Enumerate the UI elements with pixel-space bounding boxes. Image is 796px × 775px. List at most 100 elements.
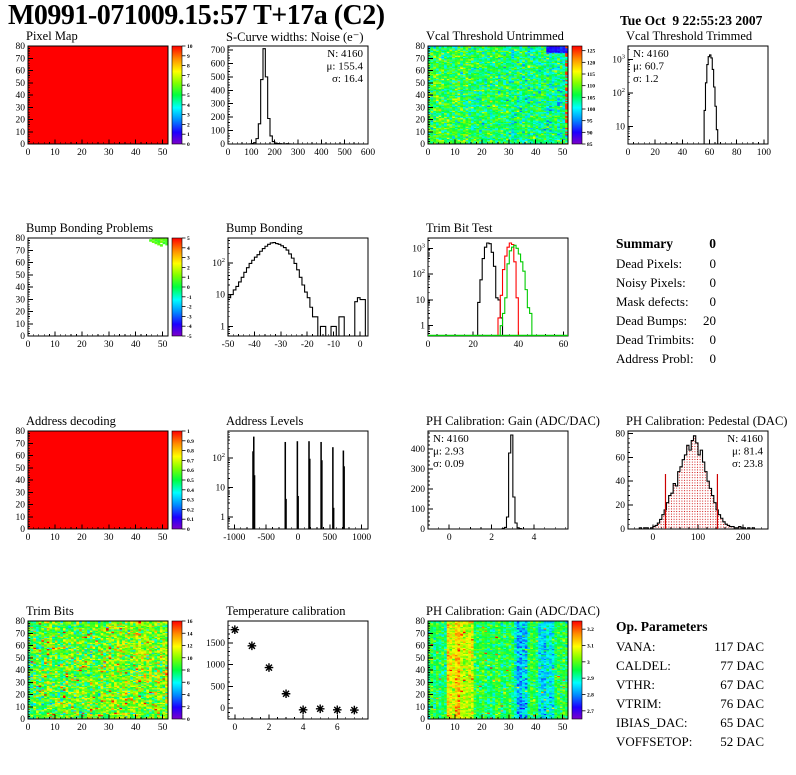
- plot-cell-ph-gain-map: PH Calibration: Gain (ADC/DAC) 0 10 20 30 40…: [400, 604, 600, 775]
- svg-text:70: 70: [416, 629, 426, 639]
- svg-text:103: 103: [412, 242, 425, 254]
- svg-text:103: 103: [612, 53, 625, 65]
- svg-text:10: 10: [616, 122, 626, 132]
- svg-text:85: 85: [587, 142, 593, 148]
- svg-text:-1000: -1000: [223, 533, 245, 543]
- svg-text:0: 0: [426, 723, 431, 733]
- summary-heading-value: 0: [709, 236, 716, 251]
- plot-title: Trim Bit Test: [426, 221, 493, 235]
- svg-text:2: 2: [187, 705, 190, 711]
- svg-text:-40: -40: [248, 340, 261, 350]
- svg-text:60: 60: [16, 67, 26, 77]
- svg-text:8: 8: [187, 64, 190, 70]
- svg-text:0: 0: [26, 340, 31, 350]
- vcal-untrimmed-heatmap: [428, 46, 568, 144]
- svg-text:30: 30: [16, 678, 26, 688]
- svg-text:3: 3: [187, 113, 190, 119]
- pixel-map-heatmap: [28, 46, 168, 144]
- svg-text:16: 16: [187, 619, 193, 625]
- svg-text:4: 4: [532, 533, 537, 543]
- temperature-calibration-scatter: 0 2 4 6 0 500 1000 1500: [206, 620, 369, 733]
- svg-text:20: 20: [77, 148, 87, 158]
- bump-bonding-problems-heatmap: [28, 238, 168, 336]
- svg-text:40: 40: [678, 148, 688, 158]
- svg-text:1500: 1500: [206, 639, 225, 649]
- svg-text:100: 100: [244, 148, 259, 158]
- svg-text:50: 50: [158, 723, 168, 733]
- svg-text:0: 0: [426, 148, 431, 158]
- svg-text:20: 20: [477, 148, 487, 158]
- plot-title: Temperature calibration: [226, 604, 346, 618]
- svg-text:0: 0: [626, 148, 631, 158]
- svg-text:200: 200: [268, 148, 283, 158]
- plot-title: PH Calibration: Gain (ADC/DAC): [426, 604, 600, 618]
- timestamp: Tue Oct 9 22:55:23 2007: [620, 13, 763, 28]
- svg-text:10: 10: [450, 148, 460, 158]
- svg-text:100: 100: [211, 127, 226, 137]
- svg-text:50: 50: [158, 533, 168, 543]
- plot-title: Vcal Threshold Trimmed: [626, 29, 753, 43]
- svg-text:3.1: 3.1: [587, 644, 594, 650]
- address-decoding-axes: 0 10 20 30 40 500102030405060708000.10.20.30.…: [16, 427, 195, 543]
- svg-text:7: 7: [187, 73, 190, 79]
- svg-text:1000: 1000: [352, 533, 371, 543]
- svg-text:-30: -30: [274, 340, 287, 350]
- svg-text:4: 4: [187, 246, 190, 252]
- summary-row-mask-defects: Mask defects: 0: [616, 294, 716, 309]
- svg-text:-1: -1: [187, 295, 192, 301]
- plot-title: Address decoding: [26, 414, 116, 428]
- svg-text:60: 60: [16, 452, 26, 462]
- svg-text:80: 80: [16, 234, 26, 244]
- svg-text:10: 10: [50, 533, 60, 543]
- svg-text:50: 50: [16, 271, 26, 281]
- svg-text:2: 2: [187, 122, 190, 128]
- vcal-untrimmed-axes: 0 10 20 30 40 5001020304050607080859095100105…: [416, 42, 596, 158]
- trim-bits-heatmap: [28, 621, 168, 719]
- svg-text:50: 50: [158, 340, 168, 350]
- svg-text:N: 4160: N: 4160: [727, 433, 763, 445]
- svg-text:500: 500: [211, 73, 226, 83]
- svg-text:20: 20: [77, 533, 87, 543]
- address-levels-histogram: -1000 -500 0 500 1000 1 10 102: [212, 430, 371, 543]
- svg-text:100: 100: [691, 533, 706, 543]
- op-param-ibias-dac: IBIAS_DAC: 65 DAC: [616, 715, 764, 730]
- svg-text:0: 0: [447, 533, 452, 543]
- svg-text:0.1: 0.1: [187, 517, 194, 523]
- svg-text:30: 30: [104, 533, 114, 543]
- svg-text:0.8: 0.8: [187, 449, 194, 455]
- svg-text:400: 400: [211, 86, 226, 96]
- svg-text:300: 300: [291, 148, 306, 158]
- svg-text:70: 70: [16, 629, 26, 639]
- svg-text:3.2: 3.2: [587, 627, 594, 633]
- svg-text:10: 10: [416, 128, 426, 138]
- svg-text:0: 0: [620, 525, 625, 535]
- svg-text:600: 600: [361, 148, 376, 158]
- plot-cell-scurve-noise: S-Curve widths: Noise (e⁻) 0 100 200 300 400…: [200, 30, 396, 200]
- summary-row-dead-bumps: Dead Bumps: 20: [616, 313, 716, 328]
- svg-text:60: 60: [559, 340, 569, 350]
- svg-text:0: 0: [220, 140, 225, 150]
- svg-text:0: 0: [420, 525, 425, 535]
- svg-text:30: 30: [504, 148, 514, 158]
- svg-text:50: 50: [558, 148, 568, 158]
- svg-text:0: 0: [420, 715, 425, 725]
- svg-text:500: 500: [211, 682, 226, 692]
- svg-text:1: 1: [420, 322, 425, 332]
- svg-text:20: 20: [77, 340, 87, 350]
- svg-text:20: 20: [16, 116, 26, 126]
- svg-text:σ: 16.4: σ: 16.4: [332, 73, 363, 85]
- svg-text:80: 80: [16, 42, 26, 52]
- svg-text:40: 40: [416, 666, 426, 676]
- svg-text:50: 50: [558, 723, 568, 733]
- bump-bonding-histogram: -50 -40 -30 -20 -10 0 1 10 102: [212, 237, 369, 350]
- plot-title: Bump Bonding: [226, 221, 303, 235]
- svg-text:60: 60: [16, 642, 26, 652]
- svg-text:10: 10: [416, 296, 426, 306]
- summary-row-noisy-pixels: Noisy Pixels: 0: [616, 275, 716, 290]
- svg-text:1: 1: [187, 429, 190, 435]
- svg-text:0: 0: [26, 723, 31, 733]
- svg-text:20: 20: [477, 723, 487, 733]
- plot-cell-vcal-trimmed: Vcal Threshold Trimmed 0 20 40 60 80 100 10 102…: [600, 29, 796, 200]
